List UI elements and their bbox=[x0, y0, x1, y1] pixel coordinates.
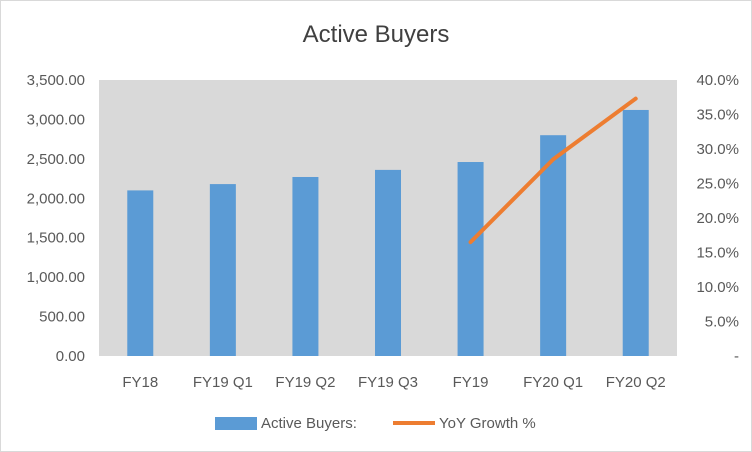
y-right-tick-label: 15.0% bbox=[696, 245, 739, 262]
y-left-tick-label: 3,500.00 bbox=[27, 72, 85, 89]
y-left-tick-label: 2,000.00 bbox=[27, 190, 85, 207]
y-right-tick-label: 10.0% bbox=[696, 279, 739, 296]
legend: Active Buyers: YoY Growth % bbox=[1, 412, 751, 434]
y-left-tick-label: 0.00 bbox=[56, 348, 85, 365]
x-tick-label: FY19 bbox=[453, 374, 489, 391]
bar bbox=[209, 184, 236, 356]
bar bbox=[375, 169, 401, 356]
y-left-tick-label: 1,000.00 bbox=[27, 269, 85, 286]
y-right-tick-label: 25.0% bbox=[696, 176, 739, 193]
bar bbox=[540, 135, 567, 356]
bar bbox=[622, 109, 649, 356]
legend-item-bars: Active Buyers: bbox=[215, 412, 357, 434]
x-tick-label: FY20 Q1 bbox=[523, 374, 583, 391]
y-right-tick-label: - bbox=[734, 348, 739, 365]
y-left-tick-label: 1,500.00 bbox=[27, 230, 85, 247]
legend-item-line: YoY Growth % bbox=[393, 412, 536, 434]
x-tick-label: FY19 Q2 bbox=[275, 374, 335, 391]
legend-label-bars: Active Buyers: bbox=[261, 414, 357, 432]
chart-title: Active Buyers bbox=[302, 21, 450, 48]
y-left-tick-label: 2,500.00 bbox=[27, 151, 85, 168]
legend-swatch-bar bbox=[215, 416, 257, 430]
x-tick-label: FY19 Q3 bbox=[358, 374, 418, 391]
x-tick-label: FY18 bbox=[122, 374, 158, 391]
y-left-tick-label: 3,000.00 bbox=[27, 111, 85, 128]
bar bbox=[457, 162, 484, 356]
y-right-tick-label: 35.0% bbox=[696, 107, 739, 124]
y-right-tick-label: 5.0% bbox=[705, 314, 739, 331]
x-tick-label: FY19 Q1 bbox=[193, 374, 253, 391]
x-tick-label: FY20 Q2 bbox=[606, 374, 666, 391]
legend-label-line: YoY Growth % bbox=[439, 414, 536, 432]
y-right-tick-label: 30.0% bbox=[696, 141, 739, 158]
y-right-tick-label: 20.0% bbox=[696, 210, 739, 227]
y-left-tick-label: 500.00 bbox=[39, 309, 85, 326]
bar bbox=[292, 176, 319, 356]
bar bbox=[127, 190, 154, 356]
y-right-tick-label: 40.0% bbox=[696, 72, 739, 89]
legend-swatch-line bbox=[393, 421, 435, 425]
